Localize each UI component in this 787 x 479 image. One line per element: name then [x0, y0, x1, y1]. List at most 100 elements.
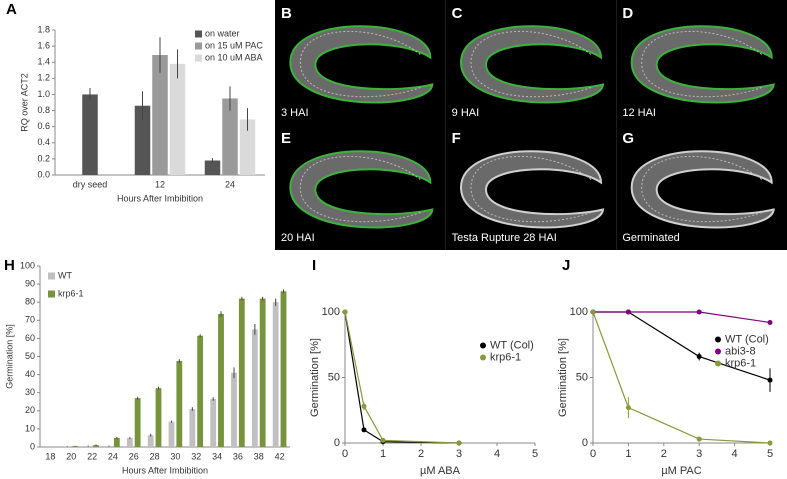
- point: [625, 405, 631, 411]
- y-tick-label: 0: [582, 437, 588, 449]
- image-caption: Germinated: [622, 232, 679, 244]
- point: [696, 354, 702, 360]
- legend-label: krp6-1: [58, 288, 84, 298]
- bar: [134, 105, 151, 175]
- series-line: [593, 311, 771, 324]
- y-tick-label: 0.8: [37, 105, 50, 115]
- bar: [210, 399, 217, 447]
- bar: [134, 398, 141, 447]
- x-axis-label: Hours After Imbibition: [122, 465, 208, 475]
- bar: [155, 388, 162, 447]
- y-tick-label: 50: [576, 371, 588, 383]
- x-tick-label: 22: [87, 451, 97, 461]
- y-tick-label: 50: [328, 371, 340, 383]
- x-tick-label: 30: [170, 451, 180, 461]
- point: [590, 309, 596, 315]
- point: [696, 436, 702, 442]
- y-tick-label: 50: [25, 351, 35, 361]
- embryo-cells: [470, 31, 592, 98]
- y-tick-label: 100: [322, 306, 340, 318]
- y-tick-label: 60: [25, 333, 35, 343]
- x-tick-label: 0: [590, 448, 596, 460]
- panel-letter: F: [452, 130, 461, 147]
- y-tick-label: 100: [20, 260, 35, 270]
- x-tick-label: 2: [661, 448, 667, 460]
- y-axis-label: RQ over ACT2: [19, 73, 29, 132]
- x-tick-label: 20: [66, 451, 76, 461]
- legend-label: on 10 uM ABA: [205, 52, 263, 62]
- bar: [204, 160, 221, 175]
- y-tick-label: 20: [25, 405, 35, 415]
- point: [456, 440, 462, 446]
- x-tick-label: 26: [129, 451, 139, 461]
- bar: [218, 313, 224, 447]
- bar: [169, 63, 186, 176]
- bar: [126, 437, 133, 447]
- bar: [280, 291, 287, 447]
- point: [696, 309, 702, 315]
- point: [361, 403, 367, 409]
- panel-letter: C: [452, 5, 463, 22]
- panel-letter: H: [4, 257, 15, 274]
- embryo: [459, 150, 605, 229]
- x-tick-label: dry seed: [73, 179, 108, 189]
- embryo-outline: [289, 150, 434, 229]
- y-tick-label: 80: [25, 297, 35, 307]
- y-tick-label: 70: [25, 315, 35, 325]
- y-tick-label: 100: [570, 306, 588, 318]
- bar: [189, 408, 196, 447]
- x-tick-label: 1: [625, 448, 631, 460]
- legend-label: WT (Col): [725, 333, 769, 345]
- image-caption: 12 HAI: [622, 107, 656, 119]
- bar: [197, 335, 204, 447]
- legend-swatch: [480, 342, 486, 349]
- legend-swatch: [715, 336, 721, 343]
- bar: [93, 445, 99, 447]
- legend-swatch: [715, 348, 721, 355]
- x-tick-label: 1: [380, 448, 386, 460]
- legend-swatch: [195, 30, 202, 38]
- x-tick-label: 32: [191, 451, 201, 461]
- x-tick-label: 34: [212, 451, 222, 461]
- panel-letter: A: [6, 1, 17, 18]
- embryo-outline: [289, 25, 434, 104]
- bar: [82, 94, 98, 175]
- point: [767, 440, 773, 446]
- x-tick-label: 5: [767, 448, 773, 460]
- y-tick-label: 90: [25, 278, 35, 288]
- panel-letter: G: [622, 130, 634, 147]
- x-tick-label: 24: [225, 179, 235, 189]
- embryo: [630, 25, 775, 104]
- embryo-cells: [641, 31, 762, 98]
- bar: [168, 421, 175, 447]
- legend-swatch: [715, 360, 721, 367]
- legend-label: abi3-8: [725, 345, 756, 357]
- image-caption: 3 HAI: [281, 107, 309, 119]
- y-tick-label: 40: [25, 369, 35, 379]
- x-tick-label: 4: [732, 448, 738, 460]
- bar: [231, 372, 237, 447]
- bar: [147, 435, 154, 447]
- x-tick-label: 24: [108, 451, 118, 461]
- y-tick-label: 1.8: [37, 24, 50, 34]
- x-tick-label: 4: [494, 448, 500, 460]
- panel-letter: D: [622, 5, 633, 22]
- x-tick-label: 0: [342, 448, 348, 460]
- x-axis-label: Hours After Imbibition: [117, 193, 203, 203]
- legend-label: krp6-1: [725, 357, 756, 369]
- point: [380, 437, 386, 443]
- embryo-outline: [630, 150, 775, 229]
- legend-label: WT (Col): [490, 339, 534, 351]
- panel-letter: B: [281, 5, 292, 22]
- y-tick-label: 1.2: [37, 73, 50, 83]
- y-axis-label: Germination [%]: [557, 338, 569, 417]
- bar: [72, 446, 79, 447]
- bar: [152, 54, 168, 175]
- y-axis-label: Germination [%]: [309, 338, 321, 417]
- embryo: [289, 25, 434, 104]
- y-tick-label: 30: [25, 387, 35, 397]
- legend-swatch: [48, 290, 55, 298]
- x-tick-label: 5: [532, 448, 538, 460]
